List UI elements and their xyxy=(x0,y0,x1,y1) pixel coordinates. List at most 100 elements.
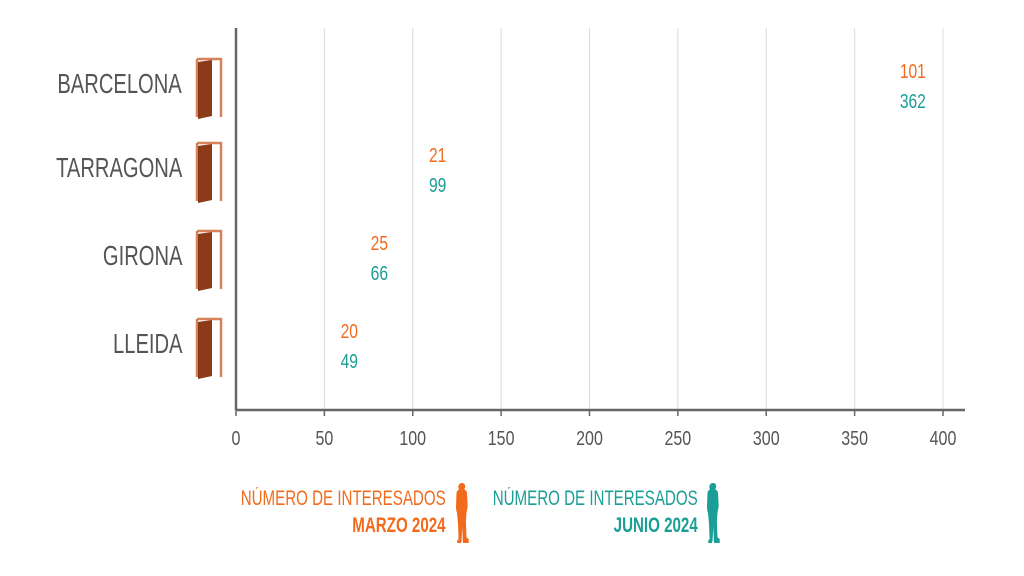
person-icon-junio xyxy=(381,58,394,118)
person-icon-junio xyxy=(717,58,730,118)
person-icon-marzo xyxy=(258,318,271,378)
person-icon-junio xyxy=(788,58,801,118)
legend-item-junio: NÚMERO DE INTERESADOS JUNIO 2024 xyxy=(413,485,698,539)
category-label-text: BARCELONA xyxy=(57,68,182,99)
door-frame xyxy=(197,57,223,117)
person-icon-marzo xyxy=(240,318,253,378)
data-label: 66 xyxy=(371,262,388,284)
door-icon xyxy=(195,57,223,119)
person-icon-junio xyxy=(399,142,412,202)
person-icon-junio xyxy=(346,58,359,118)
data-label: 21 xyxy=(429,144,446,166)
person-icon-marzo xyxy=(381,58,394,118)
person-icon-junio xyxy=(364,142,377,202)
data-label: 49 xyxy=(341,350,358,372)
data-label: 101 xyxy=(900,60,926,82)
person-icon-junio xyxy=(346,142,359,202)
person-icon-junio xyxy=(240,230,253,290)
x-tick-label: 200 xyxy=(576,427,603,449)
data-label: 99 xyxy=(429,174,446,196)
x-tick-label: 400 xyxy=(930,427,957,449)
x-tick-label: 50 xyxy=(315,427,333,449)
person-icon-junio xyxy=(328,230,341,290)
person-icon-junio xyxy=(470,58,483,118)
person-icon-marzo xyxy=(328,58,341,118)
person-icon-junio xyxy=(275,58,288,118)
category-label: LLEIDA xyxy=(86,328,182,360)
person-icon-marzo xyxy=(364,58,377,118)
person-icon-junio xyxy=(346,230,359,290)
person-icon-junio xyxy=(293,318,306,378)
person-icon-junio xyxy=(240,318,253,378)
person-icon-junio xyxy=(682,58,695,118)
person-icon-junio xyxy=(611,58,624,118)
data-label: 20 xyxy=(341,320,358,342)
person-icon-junio xyxy=(858,58,871,118)
person-icon-junio xyxy=(770,58,783,118)
person-icon-marzo xyxy=(275,142,288,202)
person-icon-junio xyxy=(311,142,324,202)
x-tick-label: 100 xyxy=(399,427,426,449)
person-icon-junio xyxy=(311,230,324,290)
person-icon-junio xyxy=(593,58,606,118)
legend-line1: NÚMERO DE INTERESADOS xyxy=(241,487,446,510)
person-icon-junio xyxy=(417,58,430,118)
person-icon-marzo xyxy=(417,58,430,118)
person-icon-junio xyxy=(576,58,589,118)
door-frame xyxy=(197,317,223,377)
person-icon-marzo xyxy=(311,58,324,118)
person-icon-junio xyxy=(275,142,288,202)
person-icon-junio xyxy=(240,58,253,118)
person-icon-marzo xyxy=(275,230,288,290)
person-icon-junio xyxy=(381,142,394,202)
person-icon-junio xyxy=(805,58,818,118)
person-icon-marzo xyxy=(240,142,253,202)
x-tick-label: 150 xyxy=(488,427,515,449)
legend-person-icon xyxy=(456,483,469,543)
door-frame xyxy=(197,141,223,201)
person-icon-marzo xyxy=(240,230,253,290)
category-label: GIRONA xyxy=(72,240,182,272)
person-icon-junio xyxy=(258,142,271,202)
person-icon-junio xyxy=(293,58,306,118)
legend-line2: JUNIO 2024 xyxy=(613,514,698,537)
person-icon-marzo xyxy=(258,230,271,290)
person-icon-junio xyxy=(311,58,324,118)
person-icon-marzo xyxy=(399,58,412,118)
data-label: 25 xyxy=(371,232,388,254)
door-frame xyxy=(197,229,223,289)
x-tick-label: 300 xyxy=(753,427,780,449)
person-icon-junio xyxy=(240,142,253,202)
person-icon-junio xyxy=(629,58,642,118)
legend-item-marzo: NÚMERO DE INTERESADOS MARZO 2024 xyxy=(161,485,446,539)
door-leaf xyxy=(198,320,212,379)
person-icon-junio xyxy=(699,58,712,118)
person-icon-junio xyxy=(646,58,659,118)
x-tick-label: 350 xyxy=(841,427,868,449)
category-label: TARRAGONA xyxy=(7,152,182,184)
x-tick-label: 0 xyxy=(232,427,241,449)
person-icon-junio xyxy=(258,58,271,118)
person-icon-junio xyxy=(311,318,324,378)
door-icon xyxy=(195,317,223,379)
legend-person-icon xyxy=(707,483,720,543)
person-icon-junio xyxy=(505,58,518,118)
category-label-text: GIRONA xyxy=(102,240,182,271)
legend-line2: MARZO 2024 xyxy=(352,514,446,537)
person-icon-junio xyxy=(540,58,553,118)
person-icon-marzo xyxy=(258,58,271,118)
person-icon-junio xyxy=(258,318,271,378)
person-icon-junio xyxy=(275,318,288,378)
person-icon-junio xyxy=(876,58,889,118)
person-icon-junio xyxy=(328,58,341,118)
person-icon-marzo xyxy=(258,142,271,202)
person-icon-marzo xyxy=(346,58,359,118)
door-leaf xyxy=(198,144,212,203)
person-icon-junio xyxy=(293,142,306,202)
person-icon-junio xyxy=(823,58,836,118)
person-icon-junio xyxy=(735,58,748,118)
category-label: BARCELONA xyxy=(9,68,182,100)
category-label-text: LLEIDA xyxy=(112,328,182,359)
